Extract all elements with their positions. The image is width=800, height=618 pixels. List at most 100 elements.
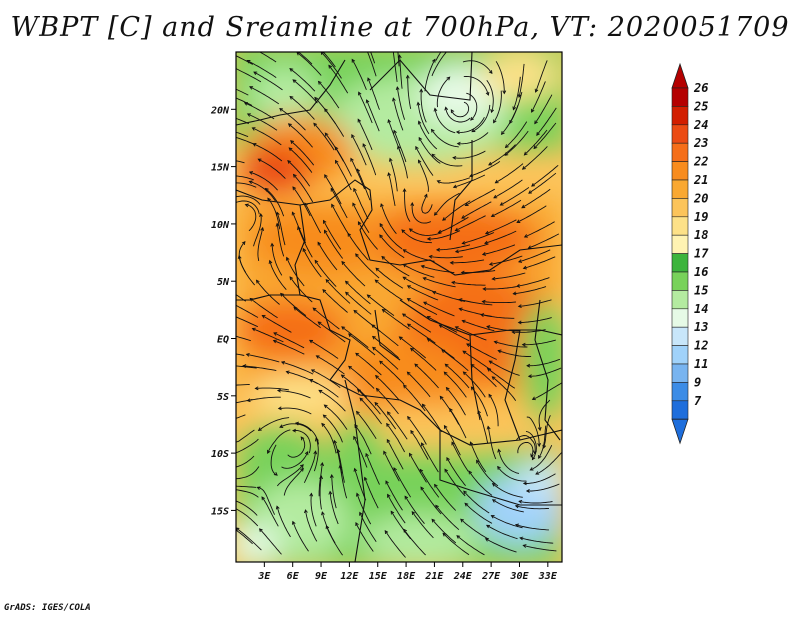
streamline [497,466,527,482]
streamline-arrow [419,468,424,473]
lon-label: 6E [287,571,300,582]
streamline [407,371,431,398]
streamline-arrow [223,49,226,52]
streamline-arrow [329,473,334,478]
streamline [236,455,255,468]
streamline-arrow [521,342,526,347]
streamline [317,321,346,343]
streamline-arrow [348,333,352,338]
streamline-arrow [252,143,257,147]
streamline [518,63,525,98]
streamline [528,172,557,194]
streamline-arrow [497,349,502,354]
streamline-arrow [464,202,469,206]
streamline-arrow [244,203,249,208]
streamline-arrow [372,346,376,351]
country-borders [236,52,562,562]
streamline-arrow [251,127,256,131]
streamline-arrow [292,173,297,178]
streamline [501,104,519,135]
streamline-arrow [441,349,446,353]
streamline [421,442,439,473]
streamline-arrow [320,461,325,467]
streamline [535,452,562,475]
streamline-arrow [386,438,391,443]
streamline-arrow [211,349,214,352]
streamline-arrow [433,107,438,112]
colorbar-label: 26 [693,81,708,95]
streamline-arrow [276,388,281,393]
lon-label: 18E [397,571,416,582]
streamline [236,175,254,181]
streamline [309,379,339,398]
streamline [362,143,377,176]
streamline [451,281,486,286]
streamline [409,453,427,483]
streamline-arrow [410,429,414,434]
streamline-arrow [387,493,391,498]
streamline-arrow [304,451,309,456]
streamline-arrow [359,397,364,402]
streamline-arrow [260,226,265,232]
streamline [464,502,493,524]
streamline [515,505,550,510]
streamline [317,242,338,271]
streamline [465,188,496,206]
streamline-arrow [268,259,273,264]
streamline-arrow [279,424,284,428]
streamline-arrow [315,355,320,359]
streamline-arrow [519,536,524,541]
streamline-arrow [293,306,298,311]
streamline-arrow [531,183,536,187]
streamline-arrow [486,325,491,329]
streamline-arrow [254,386,259,391]
colorbar-label: 13 [694,320,708,334]
streamline-arrow [462,350,467,355]
streamline-arrow [439,395,444,400]
streamline-arrow [384,530,389,535]
streamline-arrow [374,279,379,284]
streamline-arrow [423,301,428,306]
streamline-arrow [356,492,360,497]
streamline [519,537,554,544]
streamline-arrow [321,511,325,516]
streamline [318,462,323,497]
streamline-arrow [454,249,459,254]
streamline-arrow [490,108,495,114]
streamline-arrow [499,202,504,206]
streamline-arrow [333,439,338,444]
streamline [393,130,407,163]
streamline-arrow [359,511,363,516]
streamline [523,473,556,484]
colorbar-label: 7 [694,394,702,408]
streamline-arrow [309,379,314,383]
streamline [442,200,471,221]
streamline-arrow [292,428,297,433]
streamline [421,194,433,214]
streamline-arrow [525,489,530,493]
streamline [459,298,493,306]
lon-label: 27E [481,571,501,582]
streamline-arrow [341,326,346,330]
streamline [386,439,404,470]
streamline [463,76,489,96]
streamline [265,188,285,217]
streamline-arrow [409,452,413,457]
streamline-arrow [491,276,496,281]
streamline [323,414,343,443]
streamline [293,307,321,329]
colorbar-segment [671,216,689,236]
colorbar-segment [671,345,689,365]
streamline-arrow [355,352,360,357]
streamline-arrow [231,506,234,509]
streamline-arrow [481,252,487,256]
streamline-arrow [407,415,411,420]
lon-label: 12E [340,571,359,582]
streamline-arrow [461,319,466,324]
streamline-arrow [251,327,256,332]
streamline [450,101,470,118]
streamline [258,158,286,179]
streamline-arrow [418,136,423,141]
streamline [236,384,250,386]
streamline [488,144,516,166]
